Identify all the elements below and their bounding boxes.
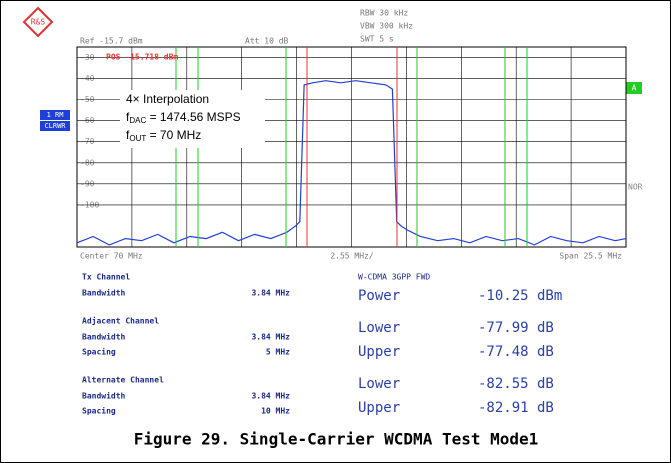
a-label: A — [632, 84, 637, 93]
trace-mode: 1 RM — [47, 111, 64, 119]
rbw: RBW 30 kHz — [360, 9, 408, 18]
annotation-bg — [120, 90, 265, 148]
trace — [76, 80, 627, 246]
annotation: 4× Interpolation — [126, 92, 209, 106]
per-div: 2.55 MHz/ — [330, 252, 374, 261]
annotation-part: OUT — [129, 134, 146, 143]
logo: R&S — [22, 6, 54, 38]
row-value: 5 MHz — [266, 348, 290, 357]
annotation-part: DAC — [129, 116, 146, 125]
result-label: Lower — [358, 376, 400, 392]
row-label: Bandwidth — [82, 332, 126, 342]
row-label: Bandwidth — [82, 391, 126, 401]
row-label: Adjacent Channel — [82, 316, 159, 326]
result-value: -82.55 dB — [478, 376, 554, 392]
result-label: Power — [358, 288, 400, 304]
annotation-part: = 1474.56 MSPS — [146, 110, 240, 124]
ref: Ref -15.7 dBm — [80, 37, 143, 46]
row-value: 10 MHz — [261, 407, 290, 416]
result-label: Upper — [358, 344, 400, 360]
span: Span 25.5 MHz — [559, 252, 622, 261]
row-label: Alternate Channel — [82, 376, 164, 385]
caption: Figure 29. Single-Carrier WCDMA Test Mod… — [134, 430, 539, 449]
row-label: Tx Channel — [82, 273, 130, 282]
trace-box — [40, 110, 70, 120]
table: Tx Channel Bandwidth 3.84 MHz Adjacent Chan… — [82, 273, 562, 417]
swt: SWT 5 s — [360, 35, 394, 44]
svg-text:R&S: R&S — [31, 18, 46, 27]
row-value: 3.84 MHz — [251, 289, 290, 298]
marker-readout: POS -15.718 dBm — [106, 53, 178, 62]
result-value: -82.91 dB — [478, 400, 554, 416]
annotation-part: f — [126, 128, 130, 142]
annotation: fDAC = 1474.56 MSPS — [126, 110, 241, 125]
center: Center 70 MHz — [80, 252, 143, 261]
trace-mode: CLRWR — [44, 122, 66, 130]
row-label: Spacing — [82, 406, 116, 416]
att: Att 10 dB — [245, 37, 289, 46]
row-value: 3.84 MHz — [251, 392, 290, 401]
trace-box — [40, 121, 70, 131]
result-label: Lower — [358, 320, 400, 336]
row-value: 3.84 MHz — [251, 333, 290, 342]
annotation: fOUT = 70 MHz — [126, 128, 201, 143]
nor: NOR — [628, 183, 643, 192]
a-box — [626, 82, 642, 94]
result-value: -77.99 dB — [478, 320, 554, 336]
right-title: W-CDMA 3GPP FWD — [358, 273, 430, 282]
annotation-part: f — [126, 110, 130, 124]
result-label: Upper — [358, 400, 400, 416]
result-value: -77.48 dB — [478, 344, 554, 360]
row-label: Spacing — [82, 347, 116, 357]
annotation-part: = 70 MHz — [146, 128, 201, 142]
result-value: -10.25 dBm — [478, 288, 562, 304]
row-label: Bandwidth — [82, 288, 126, 298]
vbw: VBW 300 kHz — [360, 22, 413, 31]
